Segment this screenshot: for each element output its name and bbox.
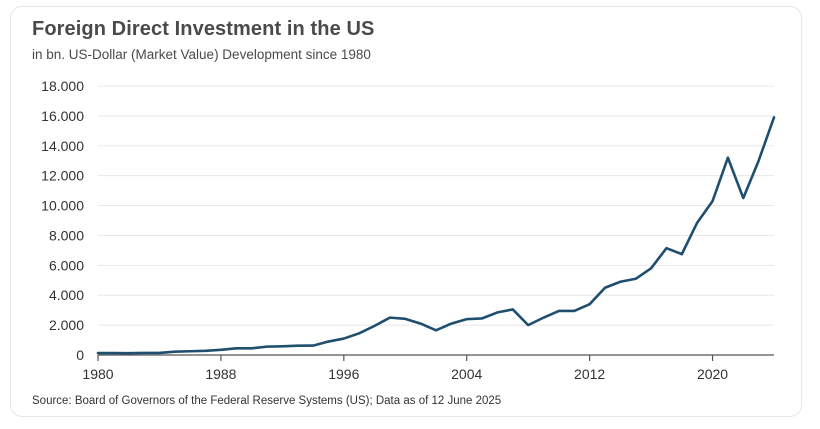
- y-tick-label: 12.000: [41, 168, 84, 184]
- data-point: [619, 281, 621, 283]
- data-point: [174, 351, 176, 353]
- data-point: [466, 318, 468, 320]
- data-point: [297, 345, 299, 347]
- data-point: [573, 310, 575, 312]
- data-point: [681, 253, 683, 255]
- y-tick-label: 2.000: [49, 317, 84, 333]
- y-tick-label: 4.000: [49, 287, 84, 303]
- series-layer: [96, 116, 776, 355]
- data-point: [128, 352, 130, 354]
- data-point: [696, 222, 698, 224]
- y-axis-tick-labels: 0 2.000 4.000 6.000 8.000 10.000 12.000 14.000 1…: [41, 78, 84, 363]
- data-point: [266, 345, 268, 347]
- data-point: [404, 318, 406, 320]
- y-tick-label: 10.000: [41, 198, 84, 214]
- data-point: [97, 352, 99, 354]
- data-point: [143, 352, 145, 354]
- grid-lines: [98, 85, 774, 326]
- data-point: [220, 349, 222, 351]
- data-point: [250, 347, 252, 349]
- data-point: [496, 311, 498, 313]
- data-point: [312, 344, 314, 346]
- chart-title: Foreign Direct Investment in the US: [32, 18, 375, 40]
- chart-card: [10, 6, 802, 417]
- x-tick-label: 2020: [697, 366, 728, 382]
- data-point: [450, 322, 452, 324]
- chart-subtitle: in bn. US-Dollar (Market Value) Developm…: [32, 47, 371, 62]
- data-point: [435, 329, 437, 331]
- data-point: [757, 160, 759, 162]
- y-tick-label: 16.000: [41, 108, 84, 124]
- data-point: [542, 316, 544, 318]
- data-point: [389, 316, 391, 318]
- y-tick-label: 6.000: [49, 257, 84, 273]
- x-tick-label: 1996: [328, 366, 359, 382]
- x-tick-label: 1988: [205, 366, 236, 382]
- data-point: [281, 345, 283, 347]
- data-point: [635, 278, 637, 280]
- data-point: [650, 267, 652, 269]
- data-point: [773, 116, 775, 118]
- y-tick-label: 14.000: [41, 138, 84, 154]
- x-axis-tick-labels: 1980 1988 1996 2004 2012 2020: [82, 366, 728, 382]
- data-point: [235, 347, 237, 349]
- data-point: [327, 340, 329, 342]
- y-tick-label: 0: [76, 347, 84, 363]
- data-point: [158, 352, 160, 354]
- data-point: [481, 317, 483, 319]
- data-point: [112, 352, 114, 354]
- series-line: [96, 116, 776, 355]
- data-point: [711, 200, 713, 202]
- data-point: [343, 337, 345, 339]
- y-tick-label: 8.000: [49, 227, 84, 243]
- x-tick-label: 2004: [451, 366, 482, 382]
- data-point: [373, 325, 375, 327]
- x-axis: [97, 354, 774, 361]
- data-point: [419, 322, 421, 324]
- y-tick-label: 18.000: [41, 78, 84, 94]
- data-point: [204, 350, 206, 352]
- data-point: [358, 332, 360, 334]
- x-tick-label: 1980: [82, 366, 113, 382]
- source-note: Source: Board of Governors of the Federa…: [32, 395, 502, 407]
- data-point: [665, 247, 667, 249]
- data-point: [742, 197, 744, 199]
- x-tick-label: 2012: [574, 366, 605, 382]
- data-point: [588, 303, 590, 305]
- data-point: [512, 308, 514, 310]
- data-point: [189, 350, 191, 352]
- data-point: [604, 287, 606, 289]
- data-point: [527, 324, 529, 326]
- data-point: [558, 310, 560, 312]
- data-point: [727, 157, 729, 159]
